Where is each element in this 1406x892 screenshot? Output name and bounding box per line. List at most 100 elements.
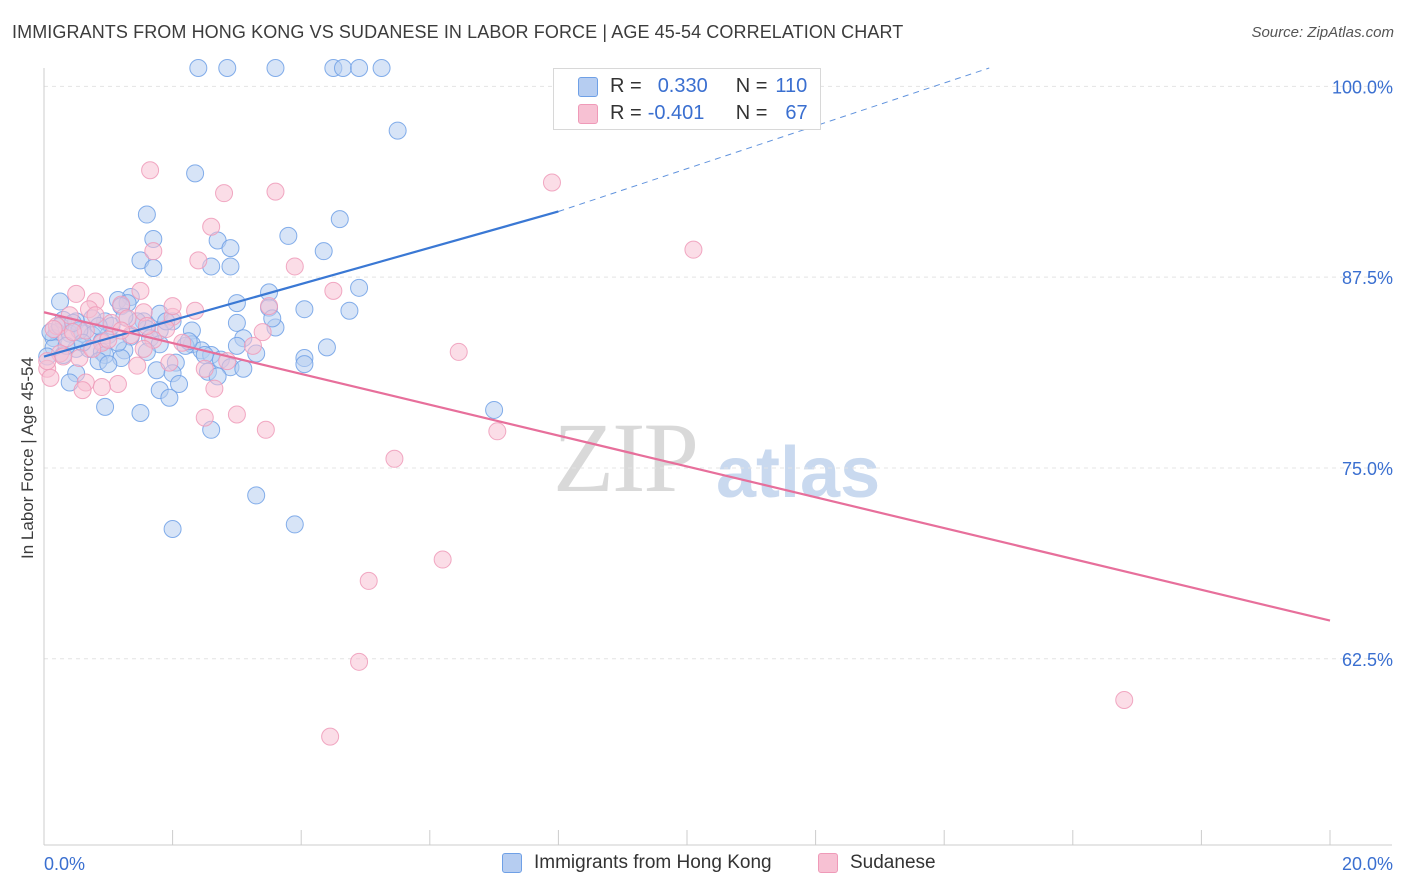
data-point-hong-kong xyxy=(350,59,369,77)
data-point-hong-kong xyxy=(51,292,70,311)
data-point-hong-kong xyxy=(227,336,246,355)
r-value: -0.401 xyxy=(647,102,705,124)
legend-swatch-blue xyxy=(502,853,522,873)
x-tick-label: 20.0% xyxy=(1342,854,1393,874)
legend-item-hong-kong[interactable]: Immigrants from Hong Kong xyxy=(502,852,772,874)
data-point-sudanese xyxy=(173,333,192,352)
correlation-legend: R = 0.330 N = 110 R = -0.401 N = 67 xyxy=(553,68,821,130)
r-label: R = xyxy=(610,102,642,124)
data-point-sudanese xyxy=(63,323,82,342)
bottom-legend: Immigrants from Hong Kong Sudanese xyxy=(0,852,1406,878)
trend-extension-hong-kong xyxy=(558,67,990,212)
data-point-sudanese xyxy=(189,251,208,270)
data-point-hong-kong xyxy=(317,338,336,357)
data-point-sudanese xyxy=(488,422,507,441)
data-point-sudanese xyxy=(92,378,111,397)
data-point-sudanese xyxy=(144,242,163,261)
data-point-sudanese xyxy=(321,727,340,746)
y-tick-label: 62.5% xyxy=(1342,650,1393,670)
legend-row-sudanese: R = -0.401 N = 67 xyxy=(578,102,808,125)
data-point-hong-kong xyxy=(340,301,359,320)
data-point-hong-kong xyxy=(234,359,253,378)
data-point-sudanese xyxy=(202,217,221,236)
data-point-hong-kong xyxy=(350,278,369,297)
data-point-sudanese xyxy=(684,240,703,259)
data-point-hong-kong xyxy=(333,59,352,77)
legend-swatch-blue xyxy=(578,76,598,97)
data-point-sudanese xyxy=(260,297,279,316)
data-point-sudanese xyxy=(195,359,214,378)
data-point-hong-kong xyxy=(247,486,266,505)
data-point-hong-kong xyxy=(160,388,179,407)
data-point-hong-kong xyxy=(186,164,205,183)
data-point-sudanese xyxy=(266,182,285,201)
data-point-sudanese xyxy=(38,352,57,371)
n-label: N = xyxy=(735,102,768,124)
data-point-sudanese xyxy=(195,408,214,427)
legend-label-sudanese: Sudanese xyxy=(850,852,936,873)
data-point-hong-kong xyxy=(137,205,156,224)
data-point-hong-kong xyxy=(295,355,314,374)
chart-title: IMMIGRANTS FROM HONG KONG VS SUDANESE IN… xyxy=(12,22,904,42)
data-point-sudanese xyxy=(359,571,378,590)
data-point-hong-kong xyxy=(163,520,182,539)
legend-item-sudanese[interactable]: Sudanese xyxy=(818,852,936,874)
data-point-sudanese xyxy=(134,339,153,358)
data-point-sudanese xyxy=(73,381,92,400)
source-label: Source: ZipAtlas.com xyxy=(1251,24,1394,41)
data-point-hong-kong xyxy=(131,403,150,422)
data-point-hong-kong xyxy=(485,400,504,419)
data-point-sudanese xyxy=(86,306,105,325)
watermark-zip: ZIP xyxy=(553,402,699,513)
data-point-hong-kong xyxy=(99,355,118,374)
r-label: R = xyxy=(610,75,642,97)
x-tick-label: 0.0% xyxy=(44,854,85,874)
data-point-hong-kong xyxy=(144,258,163,277)
data-point-hong-kong xyxy=(227,313,246,332)
legend-swatch-pink xyxy=(818,853,838,873)
n-label: N = xyxy=(735,75,768,97)
data-point-sudanese xyxy=(285,257,304,276)
data-point-sudanese xyxy=(253,323,272,342)
data-point-sudanese xyxy=(128,356,147,375)
n-value: 67 xyxy=(785,102,808,124)
data-point-sudanese xyxy=(256,420,275,439)
data-point-hong-kong xyxy=(170,374,189,393)
legend-row-hong-kong: R = 0.330 N = 110 xyxy=(578,75,807,98)
data-point-sudanese xyxy=(108,374,127,393)
data-point-sudanese xyxy=(350,652,369,671)
data-point-hong-kong xyxy=(279,226,298,245)
data-point-sudanese xyxy=(1115,690,1134,709)
data-point-sudanese xyxy=(157,320,176,339)
data-point-hong-kong xyxy=(96,397,115,416)
data-point-sudanese xyxy=(141,161,160,180)
n-value: 110 xyxy=(775,75,808,97)
y-tick-label: 75.0% xyxy=(1342,459,1393,479)
data-point-hong-kong xyxy=(189,59,208,77)
legend-swatch-pink xyxy=(578,103,598,124)
data-point-sudanese xyxy=(41,368,60,387)
data-point-sudanese xyxy=(131,281,150,300)
data-point-hong-kong xyxy=(372,59,391,77)
data-point-hong-kong xyxy=(221,239,240,258)
data-point-hong-kong xyxy=(285,515,304,534)
y-tick-label: 100.0% xyxy=(1332,77,1393,97)
trend-line-hong-kong xyxy=(43,210,559,358)
data-point-sudanese xyxy=(324,281,343,300)
data-point-sudanese xyxy=(163,297,182,316)
data-point-hong-kong xyxy=(221,257,240,276)
data-point-sudanese xyxy=(67,284,86,303)
data-point-sudanese xyxy=(385,449,404,468)
data-point-sudanese xyxy=(227,405,246,424)
legend-label-hong-kong: Immigrants from Hong Kong xyxy=(534,852,772,873)
data-point-hong-kong xyxy=(218,59,237,77)
data-point-sudanese xyxy=(243,336,262,355)
watermark-atlas: atlas xyxy=(716,433,881,513)
data-point-hong-kong xyxy=(330,210,349,229)
data-point-hong-kong xyxy=(314,242,333,261)
data-point-sudanese xyxy=(449,342,468,361)
r-value: 0.330 xyxy=(657,75,708,97)
data-point-sudanese xyxy=(44,320,63,339)
data-point-sudanese xyxy=(215,184,234,203)
